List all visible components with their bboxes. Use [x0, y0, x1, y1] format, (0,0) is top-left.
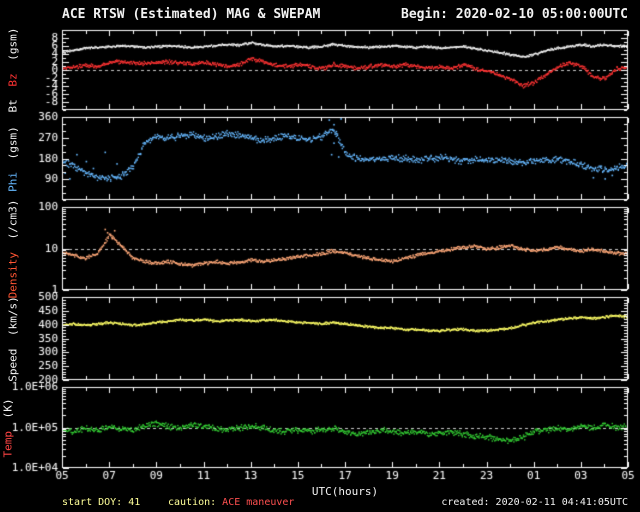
start-doy-label: start DOY: 41	[62, 497, 141, 508]
x-axis-title: UTC(hours)	[311, 485, 379, 498]
caution-label: caution:	[168, 497, 217, 508]
y-axis-title-temp: Temp (K)	[2, 396, 15, 461]
axis-title-part: (K)	[1, 398, 15, 419]
axis-title-part: (gsm)	[6, 126, 20, 160]
y-axis-title-density: Density (/cm3)	[7, 197, 20, 302]
axis-title-part: Speed	[6, 348, 20, 382]
axis-title-part: Bz	[6, 73, 20, 87]
axis-title-part: Bt	[6, 99, 20, 113]
axis-title-part: (gsm)	[6, 27, 20, 61]
caution-text: ACE maneuver	[222, 497, 295, 508]
y-axis-title-bt-bz: Bt Bz (gsm)	[7, 25, 20, 116]
page-title: ACE RTSW (Estimated) MAG & SWEPAM	[62, 7, 321, 22]
axis-title-part: (km/s)	[6, 296, 20, 336]
begin-timestamp: Begin: 2020-02-10 05:00:00UTC	[401, 7, 628, 22]
axis-title-part: Temp	[1, 431, 15, 458]
axis-title-part: Density	[6, 252, 20, 299]
axis-title-part: Phi	[6, 171, 20, 192]
y-axis-title-speed: Speed (km/s)	[7, 293, 20, 385]
axis-title-part: (/cm3)	[6, 199, 20, 240]
caution-note: caution: ACE maneuver	[168, 497, 300, 508]
created-timestamp: created: 2020-02-11 04:41:05UTC	[441, 497, 628, 508]
y-axis-title-phi: Phi (gsm)	[7, 123, 20, 195]
